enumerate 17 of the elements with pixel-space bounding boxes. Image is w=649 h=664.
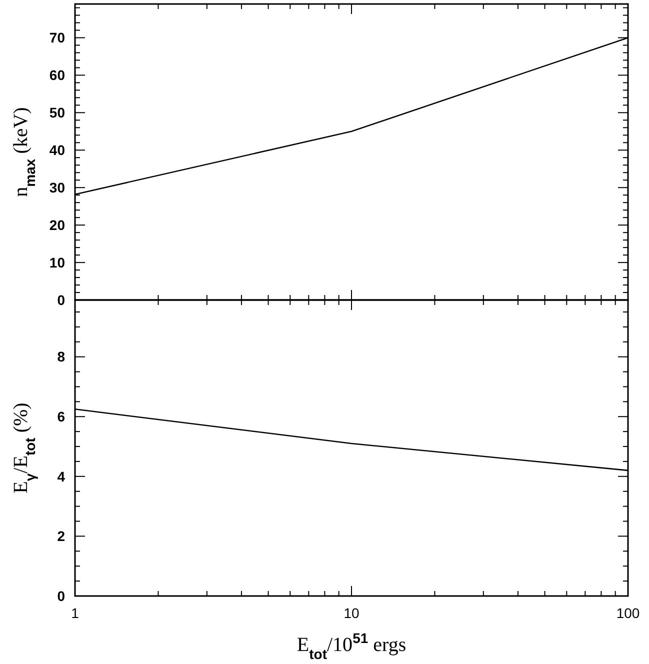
y-tick-label: 0 — [57, 588, 66, 604]
y-tick-label: 40 — [49, 142, 66, 158]
y-tick-label: 50 — [49, 104, 66, 121]
y-tick-label: 60 — [49, 67, 66, 84]
y-tick-label: 30 — [49, 179, 66, 196]
y-tick-label: 0 — [57, 292, 66, 308]
x-tick-label: 1 — [71, 605, 80, 621]
y-tick-label: 4 — [57, 468, 66, 484]
y-tick-label: 20 — [49, 216, 66, 233]
y-tick-label: 2 — [57, 528, 66, 544]
x-tick-label: 10 — [344, 605, 360, 621]
y-tick-label: 6 — [57, 408, 66, 425]
x-axis-title: E$_{tot}$/10$^{51}$ ergs — [296, 630, 406, 662]
y-tick-label: 8 — [57, 348, 66, 365]
y-tick-label: 10 — [49, 254, 66, 270]
x-tick-label: 100 — [616, 605, 640, 621]
y-tick-label: 70 — [49, 30, 66, 46]
